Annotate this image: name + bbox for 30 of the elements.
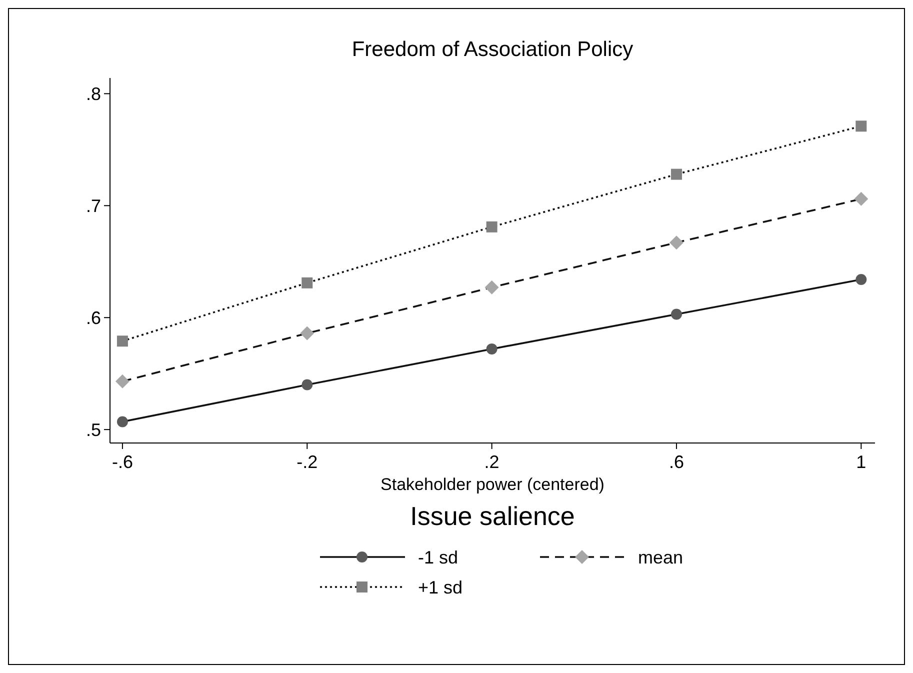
point <box>302 277 313 288</box>
point <box>856 120 867 132</box>
point <box>670 308 682 320</box>
legend-label: +1 sd <box>418 577 463 598</box>
point <box>302 379 313 390</box>
x-tick-label: 1 <box>856 452 866 472</box>
chart-title: Freedom of Association Policy <box>352 38 634 61</box>
y-tick-label: .5 <box>86 420 101 440</box>
legend-title: Issue salience <box>410 501 575 531</box>
x-axis-title: Stakeholder power (centered) <box>380 475 604 494</box>
point <box>484 280 499 294</box>
legend-label: -1 sd <box>418 547 458 568</box>
y-tick-label: .6 <box>86 308 101 328</box>
point <box>486 221 498 232</box>
x-tick-label: -.6 <box>112 452 133 472</box>
x-tick-label: .6 <box>668 452 684 472</box>
point <box>669 236 684 250</box>
legend-label: mean <box>638 547 684 568</box>
point <box>670 168 682 180</box>
point <box>856 274 867 286</box>
x-tick-label: .2 <box>484 452 500 472</box>
point <box>486 343 498 354</box>
y-tick-label: .8 <box>86 84 101 104</box>
point <box>115 374 130 388</box>
point <box>116 336 128 347</box>
point <box>116 416 128 428</box>
point <box>300 326 314 340</box>
point <box>854 192 868 206</box>
x-tick-label: -.2 <box>296 452 318 472</box>
y-tick-label: .7 <box>86 196 101 216</box>
